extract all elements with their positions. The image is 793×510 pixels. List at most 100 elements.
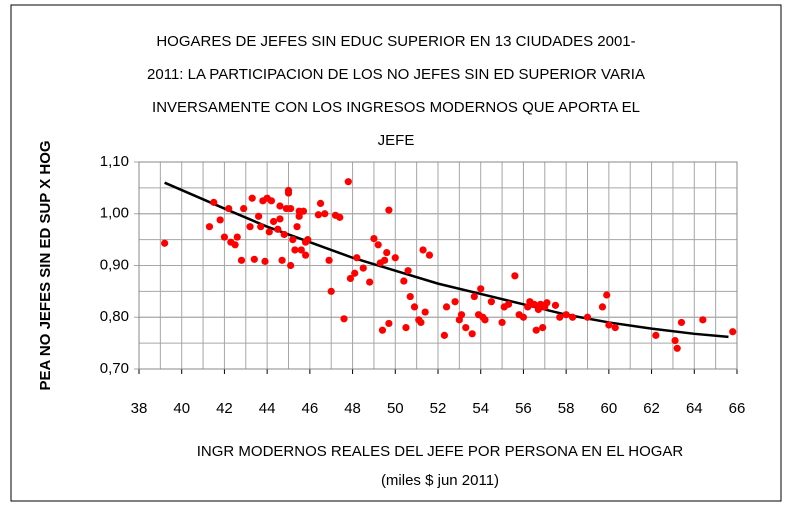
point [237,256,246,264]
x-tick-label: 62 [643,400,660,417]
point [440,331,449,339]
y-axis-label: PEA NO JEFES SIN ED SUP X HOG [37,140,54,390]
point [729,328,737,336]
point [161,239,169,247]
point [231,241,239,249]
point [261,257,269,265]
point [543,299,551,307]
point [255,212,263,220]
point [583,313,592,321]
point [325,256,333,264]
point [385,319,393,328]
point [498,318,506,327]
point [344,178,352,186]
point [532,326,540,334]
point [276,215,284,223]
point [699,316,707,324]
point [301,251,310,259]
point [220,233,229,241]
x-tick-label: 66 [729,400,746,417]
point [278,256,286,264]
point [314,211,322,219]
x-tick-label: 58 [558,400,575,417]
x-tick-label: 44 [259,400,276,417]
point [366,278,374,286]
chart-title: JEFE [378,132,415,149]
point [295,212,303,220]
point [673,344,681,352]
point [316,199,325,207]
point [410,303,419,311]
x-tick-label: 56 [515,400,532,417]
x-tick-label: 60 [601,400,618,417]
point [671,336,679,345]
point [530,300,538,308]
point [598,303,607,311]
point [562,311,570,319]
point [442,303,451,311]
x-tick-label: 40 [173,400,190,417]
point [481,316,489,324]
point [299,207,308,215]
point [233,233,241,241]
point [539,324,547,332]
point [400,277,408,285]
x-axis-label: (miles $ jun 2011) [381,472,499,489]
point [551,301,560,309]
point [346,274,355,283]
point [370,234,378,243]
chart-title: 2011: LA PARTICIPACION DE LOS NO JEFES S… [147,66,645,83]
point [287,261,295,270]
point [605,321,613,329]
point [419,246,427,254]
point [359,264,367,272]
y-tick-label: 1,00 [100,205,129,222]
point [340,315,348,323]
point [404,267,412,275]
point [417,318,425,327]
chart-title: HOGARES DE JEFES SIN EDUC SUPERIOR EN 13… [156,33,635,50]
point [519,313,528,321]
point [250,255,258,263]
point [297,246,305,254]
point [402,324,410,332]
x-tick-label: 38 [131,400,148,417]
point [293,223,301,231]
point [652,331,660,339]
point [385,206,393,214]
point [265,228,273,236]
x-tick-label: 64 [686,400,703,417]
y-tick-label: 0,80 [100,308,129,325]
point [291,246,299,254]
point [468,330,476,338]
point [603,291,611,299]
x-tick-label: 46 [302,400,319,417]
point [269,217,278,226]
point [374,241,382,249]
point [287,204,295,213]
point [304,236,312,244]
point [425,251,434,259]
point [210,198,218,206]
x-axis-label: INGR MODERNOS REALES DEL JEFE POR PERSON… [197,443,684,460]
x-tick-label: 52 [430,400,447,417]
point [462,324,470,332]
point [327,287,335,295]
point [487,298,495,306]
point [381,256,389,264]
point [378,326,387,334]
point [246,223,254,231]
point [351,269,359,277]
point [353,254,361,262]
point [289,236,297,244]
point [421,308,429,316]
point [284,186,293,195]
point [321,210,329,218]
point [477,285,485,293]
point [470,292,478,301]
x-tick-label: 54 [472,400,489,417]
point [391,254,399,262]
y-tick-label: 1,10 [100,153,129,170]
point [556,313,564,321]
